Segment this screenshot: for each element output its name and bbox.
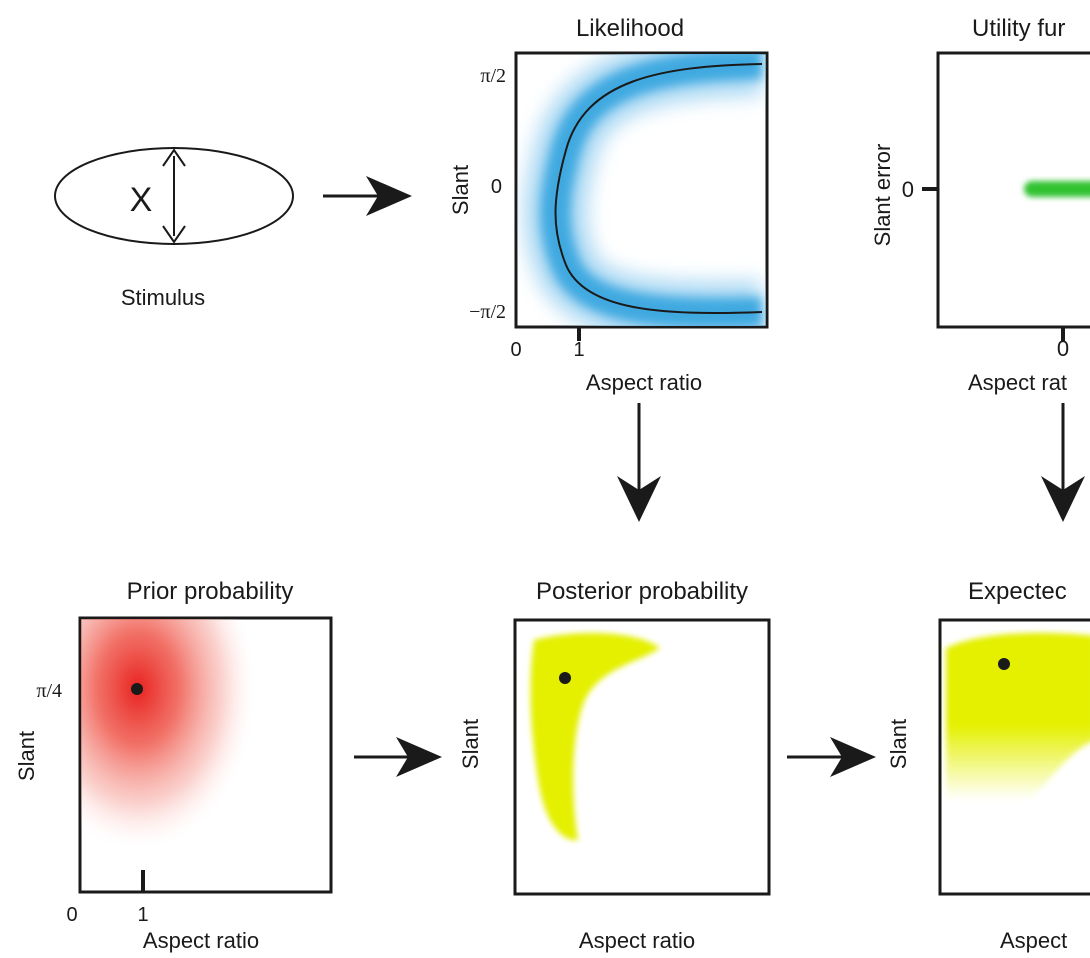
- prior-xtick-1: 1: [137, 904, 148, 926]
- arrow-posterior-to-expected: [787, 737, 876, 777]
- prior-ytick: π/4: [36, 680, 62, 702]
- prior-distribution: [81, 619, 258, 870]
- arrow-utility-to-expected: [1041, 403, 1085, 522]
- utility-title: Utility fur: [972, 15, 1065, 42]
- utility-band: [1024, 181, 1090, 197]
- likelihood-xtick-1: 1: [573, 339, 584, 361]
- utility-ylabel: Slant error: [870, 144, 895, 247]
- posterior-xlabel: Aspect ratio: [579, 928, 695, 953]
- likelihood-band: [524, 54, 763, 326]
- likelihood-panel: Likelihood π/2 0 −π/2 0 1 Aspect ratio S…: [448, 15, 769, 395]
- posterior-panel: Posterior probability Aspect ratio Slant: [458, 578, 771, 953]
- likelihood-curve: [554, 63, 763, 315]
- expected-ylabel: Slant: [886, 719, 911, 769]
- utility-ytick-0: 0: [902, 177, 914, 202]
- expected-title: Expectec: [968, 578, 1067, 605]
- prior-xlabel: Aspect ratio: [143, 928, 259, 953]
- utility-xlabel: Aspect rat: [968, 370, 1067, 395]
- stimulus-group: X Stimulus: [54, 147, 294, 310]
- prior-ylabel: Slant: [14, 731, 39, 781]
- expected-mode-dot: [998, 658, 1010, 670]
- likelihood-ylabel: Slant: [448, 165, 473, 215]
- arrow-stimulus-to-likelihood: [323, 176, 412, 216]
- stimulus-caption: Stimulus: [121, 285, 205, 310]
- prior-title: Prior probability: [127, 578, 294, 605]
- prior-xtick-0: 0: [66, 904, 77, 926]
- likelihood-ytick-mid: 0: [491, 176, 502, 198]
- posterior-title: Posterior probability: [536, 578, 748, 605]
- likelihood-ytick-top: π/2: [480, 65, 506, 87]
- likelihood-xlabel: Aspect ratio: [586, 370, 702, 395]
- prior-panel: Prior probability π/4 0 1 Aspect ratio S…: [14, 578, 333, 953]
- arrow-likelihood-to-posterior: [617, 403, 661, 522]
- likelihood-ytick-bottom: −π/2: [469, 301, 506, 323]
- double-headed-arrow-icon: [162, 148, 186, 244]
- prior-mode-dot: [131, 683, 143, 695]
- arrow-prior-to-posterior: [354, 737, 442, 777]
- posterior-mode-dot: [559, 672, 571, 684]
- expected-panel: Expectec Aspect Slant: [886, 578, 1090, 953]
- utility-xtick-0: 0: [1057, 336, 1069, 361]
- utility-panel: Utility fur 0 0 Aspect rat Slant error: [870, 15, 1090, 395]
- expected-xlabel: Aspect: [1000, 928, 1067, 953]
- posterior-ylabel: Slant: [458, 719, 483, 769]
- expected-distribution: [946, 632, 1090, 800]
- posterior-distribution: [530, 633, 660, 841]
- stimulus-glyph: X: [130, 181, 153, 219]
- likelihood-title: Likelihood: [576, 15, 684, 42]
- likelihood-xtick-0: 0: [510, 339, 521, 361]
